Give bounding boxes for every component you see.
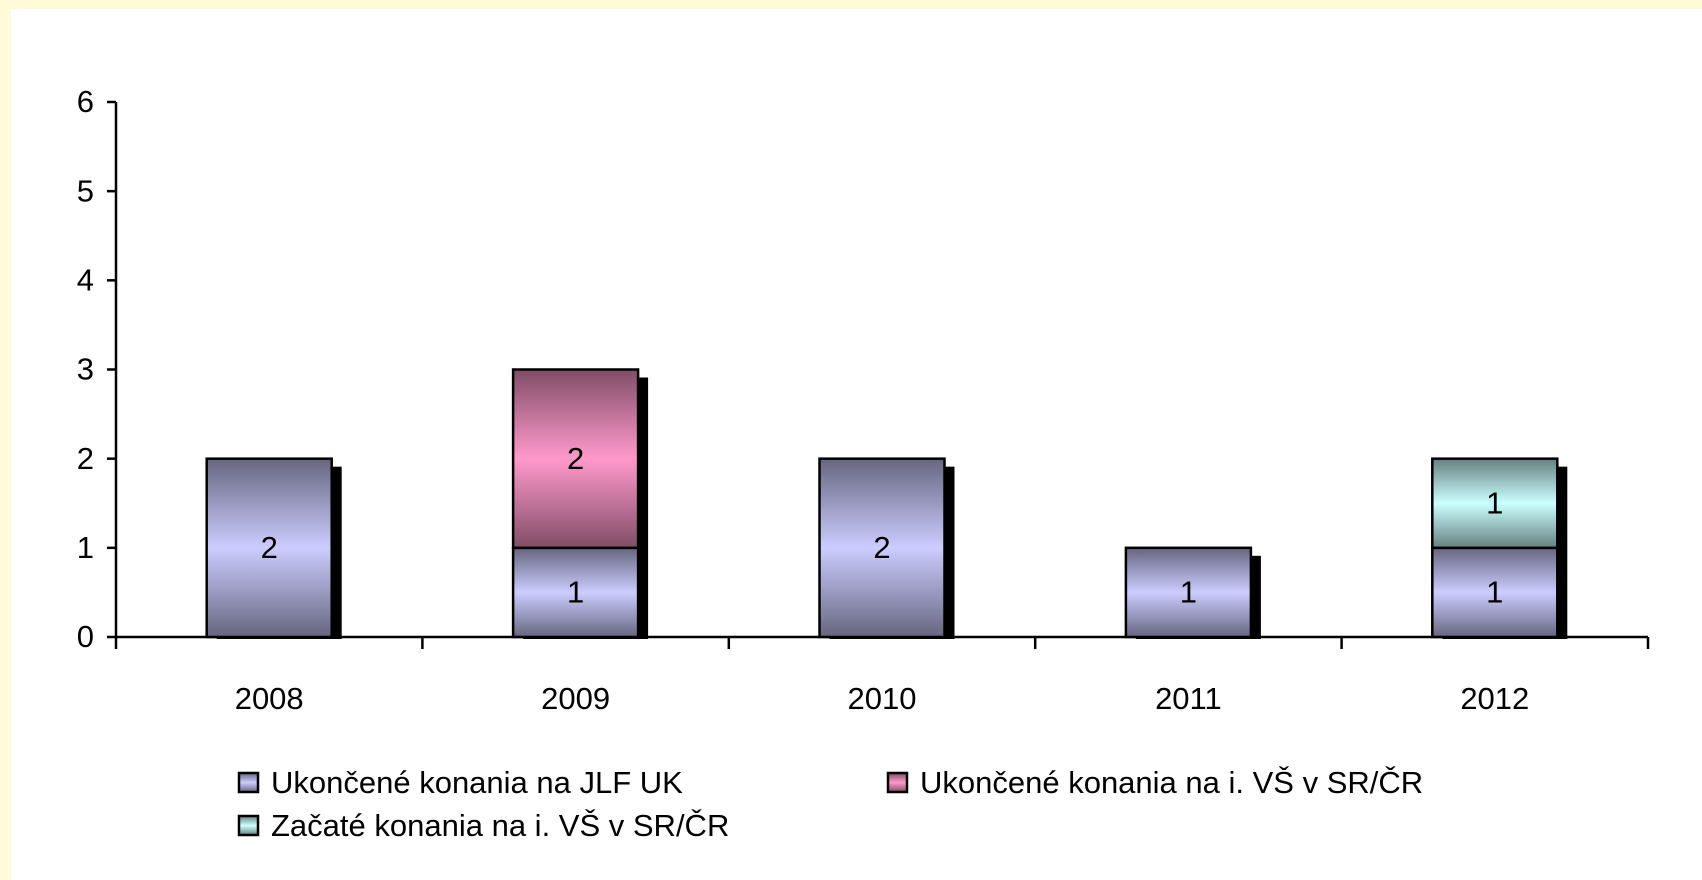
bar	[1431, 457, 1559, 550]
y-tick-label: 1	[77, 530, 94, 565]
data-label: 1	[567, 575, 584, 610]
legend-swatch	[237, 771, 260, 794]
x-tick-label: 2011	[1155, 681, 1222, 716]
data-label: 2	[873, 530, 890, 565]
chart-area	[11, 9, 1702, 880]
bar	[511, 546, 640, 639]
y-tick-label: 3	[77, 352, 94, 387]
x-tick-label: 2008	[235, 681, 304, 716]
bar	[205, 457, 333, 639]
y-tick-label: 5	[77, 173, 94, 208]
legend-swatch	[237, 814, 260, 837]
x-tick-label: 2010	[848, 681, 917, 716]
bar	[1124, 546, 1253, 639]
data-label: 1	[1486, 575, 1503, 610]
y-tick-label: 4	[77, 263, 94, 298]
bar	[818, 457, 946, 639]
y-tick-label: 0	[77, 619, 94, 654]
data-label: 2	[261, 530, 278, 565]
bar	[511, 368, 640, 550]
data-label: 1	[1180, 575, 1197, 610]
legend-label: Ukončené konania na i. VŠ v SR/ČR	[920, 765, 1423, 800]
y-tick-label: 6	[77, 84, 94, 119]
data-label: 2	[567, 441, 584, 476]
x-tick-label: 2012	[1460, 681, 1529, 716]
bar	[1431, 546, 1559, 639]
legend-label: Ukončené konania na JLF UK	[271, 765, 683, 800]
x-tick-label: 2009	[541, 681, 610, 716]
y-tick-label: 2	[77, 441, 94, 476]
legend-label: Začaté konania na i. VŠ v SR/ČR	[271, 808, 729, 843]
legend-swatch	[886, 771, 909, 794]
data-label: 1	[1486, 485, 1503, 520]
